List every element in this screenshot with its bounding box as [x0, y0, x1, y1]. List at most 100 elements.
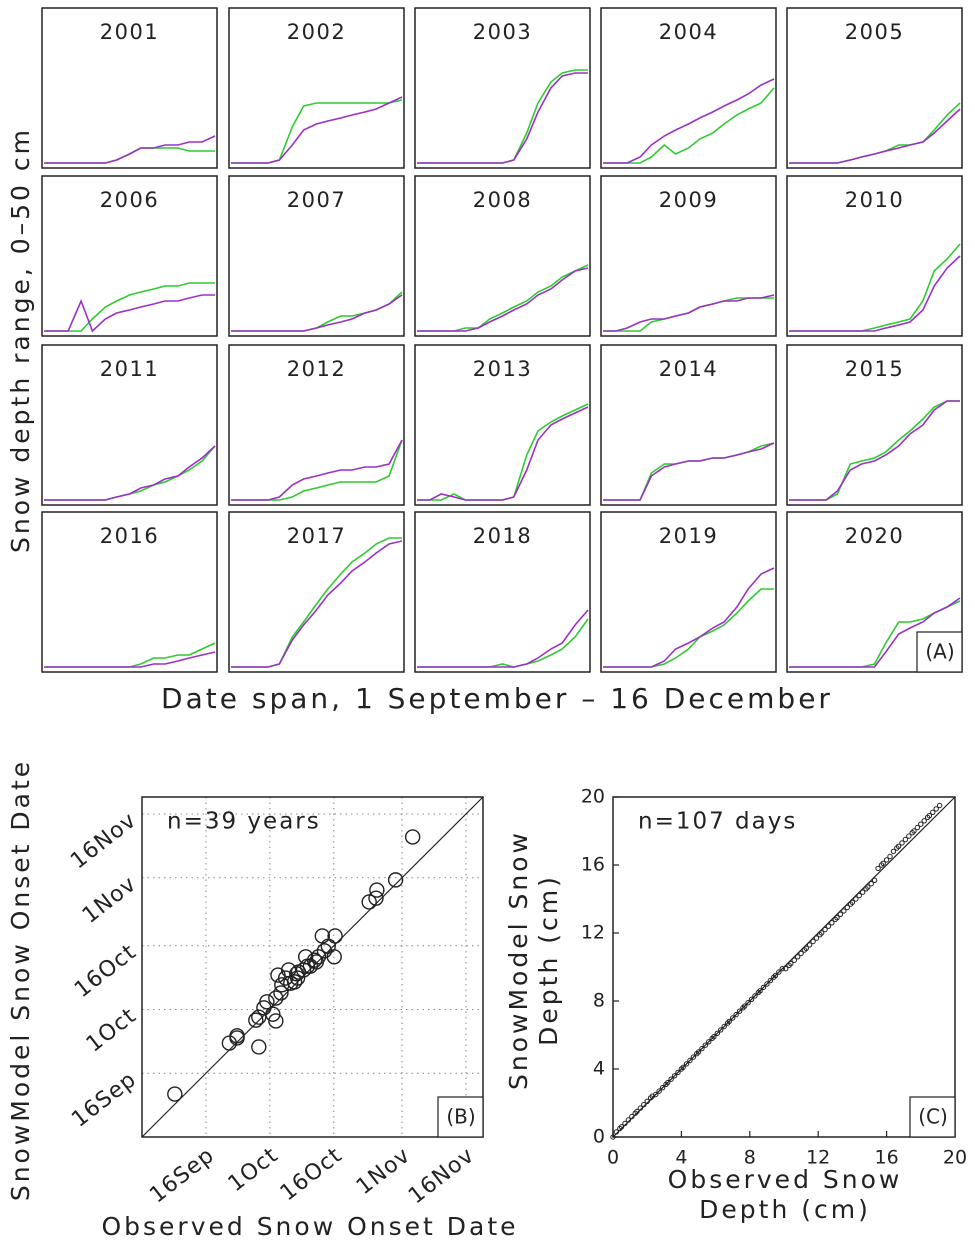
panel-frame	[414, 7, 591, 169]
panel-title: 2008	[473, 188, 532, 212]
point	[659, 1085, 666, 1091]
point	[656, 1088, 662, 1094]
point	[883, 857, 890, 863]
y-tick-label: 1Nov	[78, 872, 141, 929]
panel-frame	[414, 344, 591, 506]
point	[911, 828, 917, 834]
point	[779, 966, 785, 972]
x-tick-label: 0	[607, 1147, 619, 1169]
series-line	[44, 642, 216, 668]
panel-title: 2003	[473, 20, 532, 44]
point	[906, 833, 912, 839]
point	[668, 1076, 674, 1082]
point	[702, 1042, 709, 1048]
series-line	[603, 294, 775, 332]
panel-title: 2014	[659, 357, 718, 381]
point	[629, 1113, 635, 1120]
point	[890, 848, 897, 855]
panel-title: 2001	[100, 20, 159, 44]
point	[760, 984, 767, 991]
point	[868, 881, 874, 887]
point	[810, 938, 816, 945]
point	[875, 865, 881, 872]
panel-frame	[600, 175, 777, 337]
point	[369, 882, 385, 898]
panel-frame	[786, 511, 963, 673]
series-line	[44, 282, 215, 332]
point	[899, 840, 905, 846]
plot-frame	[141, 796, 484, 1138]
panel-frame	[786, 344, 963, 506]
point	[653, 1091, 659, 1098]
point	[726, 1018, 732, 1025]
series-line	[231, 537, 402, 668]
panel-frame	[786, 175, 963, 337]
panel-frame	[228, 344, 405, 506]
series-line	[603, 87, 775, 164]
point	[718, 1027, 724, 1033]
point	[772, 972, 779, 979]
point	[690, 1054, 697, 1060]
annotation: n=107 days	[638, 809, 797, 835]
point	[880, 860, 886, 866]
point	[752, 993, 758, 999]
y-tick-label: 16Oct	[70, 940, 141, 1003]
panel-frame	[228, 511, 405, 673]
point	[229, 1030, 245, 1046]
point	[841, 908, 847, 914]
y-tick-label: 0	[593, 1126, 605, 1148]
point	[783, 966, 789, 972]
point	[822, 926, 828, 933]
y-tick-label: 16Nov	[66, 808, 141, 874]
series-line	[417, 264, 589, 332]
point	[675, 1069, 681, 1076]
y-axis-label: SnowModel Snow Onset Date	[6, 759, 35, 1201]
point	[914, 824, 921, 831]
series-line	[44, 147, 215, 164]
series-line	[417, 72, 588, 164]
series-line	[603, 442, 775, 501]
point	[895, 843, 902, 849]
point	[818, 930, 825, 936]
panel-title: 2017	[287, 524, 346, 548]
series-line	[789, 597, 961, 668]
point	[806, 942, 813, 948]
series-line	[789, 108, 961, 164]
panel-title: 2005	[845, 20, 904, 44]
x-tick-label: 20	[943, 1147, 967, 1169]
point	[622, 1120, 628, 1127]
point	[259, 994, 275, 1010]
panel-frame	[41, 175, 218, 337]
point	[871, 877, 878, 883]
point	[270, 967, 286, 983]
series-line	[417, 69, 588, 164]
plot-frame	[612, 796, 956, 1138]
panel-frame	[600, 511, 777, 673]
series-line	[231, 439, 403, 501]
panel-title: 2007	[287, 188, 346, 212]
point	[936, 802, 943, 809]
y-tick-label: 8	[593, 990, 605, 1012]
point	[687, 1057, 693, 1064]
y-tick-label: 16	[581, 854, 605, 876]
point	[613, 1129, 620, 1135]
series-line	[789, 400, 960, 501]
x-tick-label: 16Oct	[276, 1143, 347, 1206]
point	[618, 1124, 625, 1130]
series-line	[603, 588, 774, 668]
point	[680, 1064, 686, 1071]
point	[268, 990, 284, 1006]
y-tick-label: 4	[593, 1058, 605, 1080]
x-tick-label: 1Oct	[224, 1143, 284, 1197]
y-axis-label: Depth (cm)	[534, 874, 563, 1046]
point	[776, 969, 782, 975]
point	[926, 813, 933, 819]
series-line	[789, 400, 960, 501]
panel-title: 2010	[845, 188, 904, 212]
series-line	[44, 445, 216, 501]
point	[887, 853, 893, 860]
point	[767, 977, 774, 984]
panel-label: (A)	[925, 640, 954, 664]
point	[286, 974, 303, 990]
point	[930, 809, 936, 815]
